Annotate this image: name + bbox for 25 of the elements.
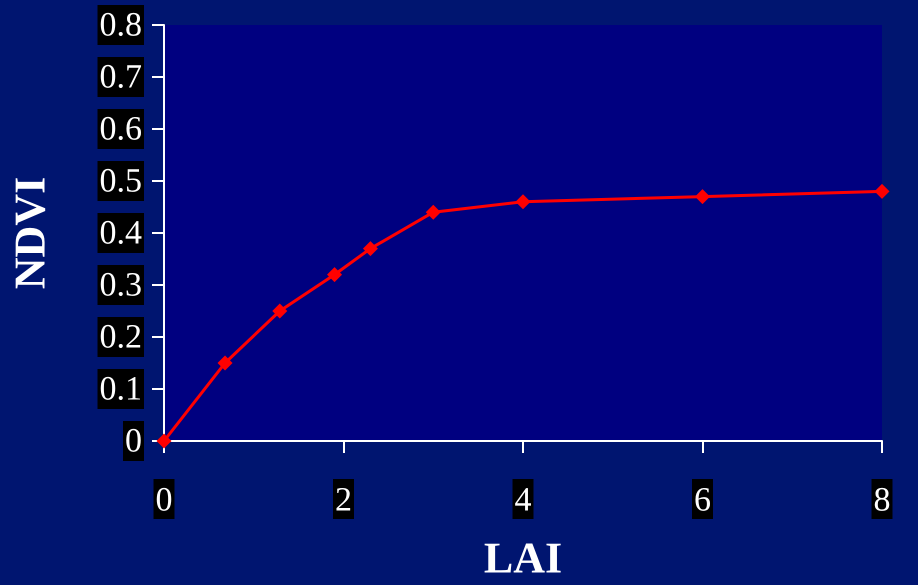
y-tick-label: 0 [125, 422, 142, 460]
y-tick-label: 0.5 [100, 162, 142, 200]
point [516, 194, 530, 210]
point [218, 356, 233, 370]
y-tick-label: 0.3 [100, 266, 142, 304]
x-tick-label: 6 [694, 482, 711, 518]
point [362, 241, 378, 256]
y-tick-label: 0.2 [100, 318, 142, 356]
point [156, 434, 172, 448]
point [272, 304, 288, 318]
point [327, 267, 342, 282]
y-axis-title: NDVI [6, 176, 54, 290]
x-axis-title: LAI [484, 534, 562, 582]
point [426, 204, 441, 220]
point [874, 184, 890, 199]
x-tick-label: 4 [514, 482, 532, 518]
y-tick-label: 0.8 [100, 6, 142, 44]
y-tick-label: 0.1 [100, 370, 142, 408]
y-tick-label: 0.7 [100, 58, 142, 96]
y-tick-label: 0.6 [100, 110, 142, 148]
x-tick-label: 2 [335, 482, 352, 518]
x-tick-label: 8 [874, 482, 890, 518]
x-tick-label: 0 [156, 482, 172, 518]
point [695, 189, 710, 204]
y-tick-label: 0.4 [100, 214, 142, 252]
